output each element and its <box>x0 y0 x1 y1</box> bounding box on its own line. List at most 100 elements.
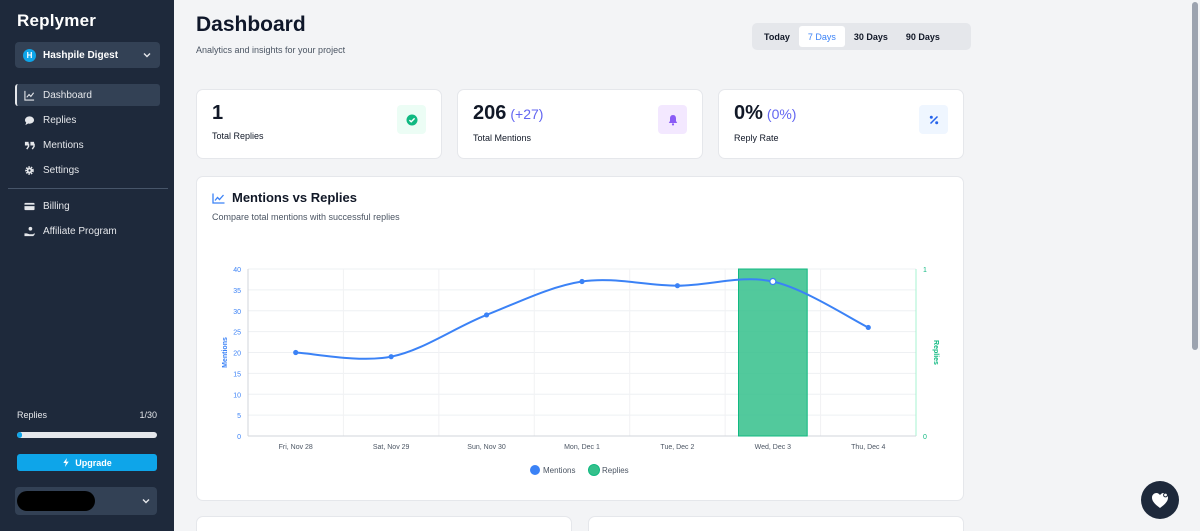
stat-delta: (0%) <box>766 106 797 122</box>
account-menu[interactable] <box>15 487 157 515</box>
sidebar-item-billing[interactable]: Billing <box>15 195 160 217</box>
support-chat-button[interactable] <box>1141 481 1179 519</box>
legend-swatch-mentions <box>530 465 540 475</box>
check-circle-icon <box>406 114 417 125</box>
chart-card-mentions-vs-replies: Mentions vs Replies Compare total mentio… <box>196 176 964 501</box>
percent-icon <box>929 115 938 124</box>
stat-card-reply-rate: 0% (0%) Reply Rate <box>718 89 964 159</box>
sidebar-item-label: Dashboard <box>43 89 92 101</box>
scrollbar-thumb[interactable] <box>1192 2 1198 350</box>
quote-icon <box>24 141 35 150</box>
stat-card-total-replies: 1 Total Replies <box>196 89 442 159</box>
project-name: Hashpile Digest <box>43 49 119 61</box>
chart-title: Mentions vs Replies <box>232 190 357 205</box>
sidebar-item-label: Billing <box>43 200 70 212</box>
mentions-point <box>483 312 490 318</box>
y-right-axis-label: Replies <box>932 340 939 365</box>
x-tick-label: Mon, Dec 1 <box>564 444 600 451</box>
range-90-days-button[interactable]: 90 Days <box>897 26 949 47</box>
gear-icon <box>25 165 34 175</box>
usage-label: Replies <box>17 410 48 420</box>
x-tick-label: Fri, Nov 28 <box>279 444 313 451</box>
usage-progress-bar <box>17 432 157 438</box>
range-30-days-button[interactable]: 30 Days <box>845 26 897 47</box>
upgrade-button[interactable]: Upgrade <box>17 454 157 471</box>
usage-count: 1/30 <box>139 410 157 420</box>
sidebar-item-label: Affiliate Program <box>43 225 117 237</box>
x-tick-label: Sun, Nov 30 <box>467 444 506 451</box>
project-selector[interactable]: H Hashpile Digest <box>15 42 160 68</box>
stat-value: 1 <box>212 102 224 124</box>
y-right-tick-label: 0 <box>923 434 927 441</box>
y-left-tick-label: 40 <box>233 267 241 274</box>
sidebar-item-label: Settings <box>43 164 80 176</box>
x-tick-label: Sat, Nov 29 <box>373 444 410 451</box>
stat-icon-box <box>658 105 687 134</box>
mentions-point <box>865 324 871 331</box>
stat-delta: (+27) <box>510 106 544 122</box>
page-title: Dashboard <box>196 13 306 36</box>
stat-number: 0% <box>734 102 763 124</box>
project-avatar: H <box>23 48 36 62</box>
stat-card-total-mentions: 206 (+27) Total Mentions <box>457 89 703 159</box>
mentions-point <box>769 277 777 286</box>
chart-line-icon <box>24 90 35 101</box>
x-tick-label: Wed, Dec 3 <box>755 444 792 451</box>
bottom-card-left <box>196 516 572 531</box>
credit-card-icon <box>24 202 35 210</box>
page-scrollbar[interactable] <box>1190 0 1200 531</box>
mentions-point <box>388 354 394 360</box>
bottom-card-right <box>588 516 964 531</box>
date-range-selector: Today 7 Days 30 Days 90 Days <box>752 23 971 50</box>
stat-label: Total Mentions <box>473 133 532 143</box>
y-left-tick-label: 10 <box>233 392 241 399</box>
usage-progress-fill <box>17 432 22 438</box>
redacted-account-name <box>17 491 95 511</box>
sidebar-item-replies[interactable]: Replies <box>15 109 160 131</box>
comment-icon <box>24 115 35 125</box>
chevron-down-icon <box>143 53 151 58</box>
y-left-tick-label: 25 <box>233 330 241 337</box>
sidebar-item-label: Mentions <box>43 139 84 151</box>
mentions-point <box>674 283 681 289</box>
chevron-down-icon <box>142 499 150 504</box>
y-left-tick-label: 20 <box>233 351 241 358</box>
app-logo[interactable]: Replymer <box>17 11 97 30</box>
page-subtitle: Analytics and insights for your project <box>196 45 346 55</box>
stat-value: 0% (0%) <box>734 102 796 125</box>
stat-label: Total Replies <box>212 131 264 141</box>
sidebar-divider <box>8 188 168 189</box>
y-left-tick-label: 5 <box>237 413 241 420</box>
y-left-axis-label: Mentions <box>222 337 229 368</box>
range-7-days-button[interactable]: 7 Days <box>798 26 845 47</box>
chart-line-icon <box>212 193 225 204</box>
mentions-point <box>293 349 299 356</box>
y-left-tick-label: 30 <box>233 309 241 316</box>
y-left-tick-label: 15 <box>233 371 241 378</box>
legend-label-replies: Replies <box>602 466 629 475</box>
x-tick-label: Tue, Dec 2 <box>660 444 694 451</box>
upgrade-label: Upgrade <box>75 457 112 468</box>
x-tick-label: Thu, Dec 4 <box>851 444 885 451</box>
stat-icon-box <box>397 105 426 134</box>
legend-swatch-replies <box>588 464 600 476</box>
sidebar-item-label: Replies <box>43 114 77 126</box>
y-left-tick-label: 35 <box>233 288 241 295</box>
y-left-tick-label: 0 <box>237 434 241 441</box>
range-today-button[interactable]: Today <box>755 26 799 47</box>
stat-number: 206 <box>473 102 507 124</box>
legend-label-mentions: Mentions <box>543 466 575 475</box>
hand-holding-dollar-icon <box>24 226 35 236</box>
stat-value: 206 (+27) <box>473 102 543 125</box>
chart-subtitle: Compare total mentions with successful r… <box>212 212 400 222</box>
sidebar: Replymer H Hashpile Digest Dashboard Rep… <box>0 0 174 531</box>
sidebar-item-mentions[interactable]: Mentions <box>15 134 160 156</box>
sidebar-item-settings[interactable]: Settings <box>15 159 160 181</box>
bolt-icon <box>63 458 69 467</box>
mentions-replies-chart: 0 5 10 15 20 25 30 35 40 0 1 Mentions Replies Fri, No… <box>222 267 939 476</box>
sidebar-item-dashboard[interactable]: Dashboard <box>15 84 160 106</box>
bell-icon <box>668 114 677 125</box>
sidebar-item-affiliate[interactable]: Affiliate Program <box>15 220 160 242</box>
replies-bar <box>738 268 808 437</box>
y-right-tick-label: 1 <box>923 267 927 274</box>
